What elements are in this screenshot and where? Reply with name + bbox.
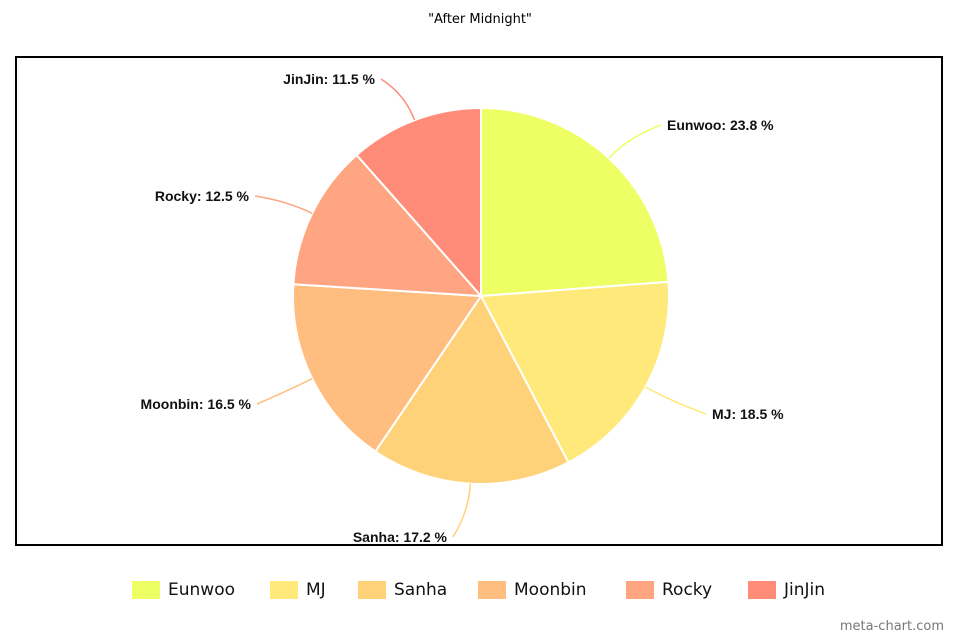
legend-swatch [478,581,506,599]
label-connector-jinjin [380,78,416,121]
legend-swatch [132,581,160,599]
legend-swatch [358,581,386,599]
legend-label: Sanha [394,580,448,600]
chart-title: "After Midnight" [428,12,532,27]
pie-slice-eunwoo[interactable] [480,106,670,298]
label-connector-sanha [452,483,472,538]
plot-frame: Eunwoo: 23.8 % MJ: 18.5 % Sanha: 17.2 % Moo… [15,56,943,546]
legend-item-moonbin[interactable]: Moonbin [478,578,587,602]
legend-label: Eunwoo [168,580,235,600]
watermark: meta-chart.com [839,619,944,634]
label-connector-eunwoo [608,124,662,159]
slice-label-jinjin: JinJin: 11.5 % [283,71,375,87]
legend-item-jinjin[interactable]: JinJin [748,578,825,602]
legend-item-rocky[interactable]: Rocky [626,578,712,602]
legend: Eunwoo MJ Sanha Moonbin Rocky JinJin [0,578,960,604]
pie-slice-mj[interactable] [479,280,670,464]
legend-swatch [748,581,776,599]
legend-item-sanha[interactable]: Sanha [358,578,447,602]
slice-label-mj: MJ: 18.5 % [712,406,784,422]
legend-item-mj[interactable]: MJ [270,578,326,602]
pie-chart: Eunwoo: 23.8 % MJ: 18.5 % Sanha: 17.2 % Moo… [141,71,785,544]
label-connector-mj [645,386,707,415]
label-connector-moonbin [256,378,313,405]
legend-label: Rocky [662,580,713,600]
slice-label-eunwoo: Eunwoo: 23.8 % [667,117,774,133]
slice-label-rocky: Rocky: 12.5 % [155,188,250,204]
label-connector-rocky [254,195,313,214]
legend-swatch [626,581,654,599]
pie-slice-sanha[interactable] [373,294,570,485]
legend-swatch [270,581,298,599]
slice-label-sanha: Sanha: 17.2 % [353,529,448,544]
legend-label: MJ [306,580,326,600]
legend-label: Moonbin [514,580,587,600]
legend-label: JinJin [784,580,826,600]
legend-item-eunwoo[interactable]: Eunwoo [132,578,235,602]
slice-label-moonbin: Moonbin: 16.5 % [141,396,252,412]
pie-slice-rocky[interactable] [292,153,484,298]
